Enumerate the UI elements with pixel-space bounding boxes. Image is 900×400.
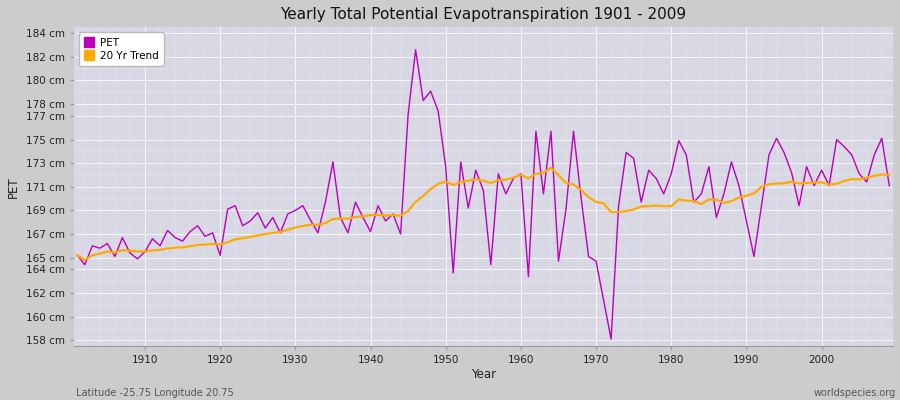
X-axis label: Year: Year bbox=[471, 368, 496, 381]
Y-axis label: PET: PET bbox=[7, 176, 20, 198]
Legend: PET, 20 Yr Trend: PET, 20 Yr Trend bbox=[78, 32, 164, 66]
Text: Latitude -25.75 Longitude 20.75: Latitude -25.75 Longitude 20.75 bbox=[76, 388, 234, 398]
Text: worldspecies.org: worldspecies.org bbox=[814, 388, 896, 398]
Title: Yearly Total Potential Evapotranspiration 1901 - 2009: Yearly Total Potential Evapotranspiratio… bbox=[280, 7, 687, 22]
